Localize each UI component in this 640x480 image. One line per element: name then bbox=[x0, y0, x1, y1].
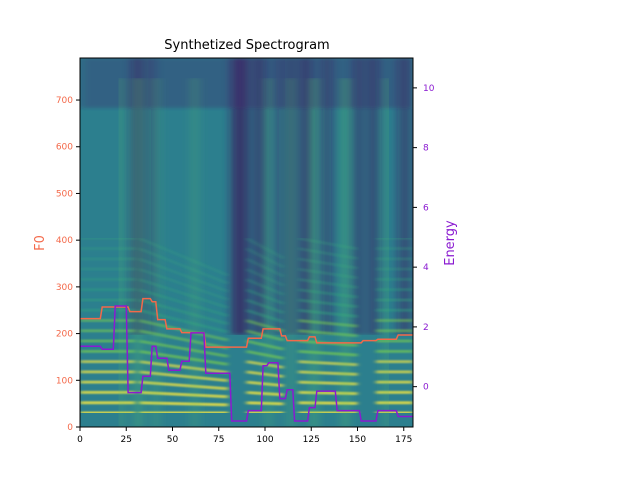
harmonic-band bbox=[245, 236, 285, 260]
f0-tick-label: 500 bbox=[56, 189, 73, 199]
harmonic-band bbox=[246, 370, 284, 379]
harmonic-band bbox=[246, 298, 284, 315]
harmonic-band bbox=[246, 390, 284, 397]
x-tick-label: 0 bbox=[77, 435, 83, 445]
spectrogram-vertical-streaks bbox=[118, 78, 389, 427]
energy-tick-label: 2 bbox=[423, 323, 429, 333]
dark-column bbox=[253, 58, 265, 335]
bright-streak bbox=[266, 78, 271, 427]
f0-axis: 0 100 200 300 400 500 600 700 bbox=[56, 96, 80, 433]
series-layer bbox=[80, 297, 413, 422]
dark-column bbox=[231, 58, 249, 335]
x-tick-label: 150 bbox=[349, 435, 366, 445]
harmonic-band bbox=[245, 288, 285, 306]
energy-tick-label: 4 bbox=[423, 263, 429, 273]
dark-column bbox=[300, 58, 312, 335]
harmonic-band bbox=[298, 380, 358, 386]
f0-tick-label: 0 bbox=[67, 423, 73, 433]
bright-streak bbox=[154, 78, 158, 427]
bright-streak bbox=[342, 78, 349, 427]
chart-title: Synthetized Spectrogram bbox=[164, 38, 329, 53]
bright-streak bbox=[289, 78, 293, 427]
plot-frame bbox=[79, 57, 414, 428]
harmonic-band bbox=[246, 339, 284, 351]
bright-streak bbox=[135, 78, 142, 427]
dark-column bbox=[368, 58, 378, 335]
f0-tick-label: 300 bbox=[56, 283, 73, 293]
f0-tick-label: 600 bbox=[56, 143, 73, 153]
dark-top-band bbox=[80, 58, 413, 108]
energy-series-line bbox=[80, 305, 413, 422]
x-tick-label: 175 bbox=[395, 435, 412, 445]
f0-tick-label: 200 bbox=[56, 330, 73, 340]
harmonic-band bbox=[246, 329, 284, 342]
energy-tick-label: 6 bbox=[423, 203, 429, 213]
x-axis: 0 25 50 75 100 125 150 175 bbox=[77, 427, 412, 445]
dark-column bbox=[148, 58, 154, 335]
bright-streak bbox=[192, 78, 197, 427]
harmonic-band bbox=[246, 360, 284, 369]
dark-column bbox=[276, 58, 282, 335]
energy-axis-label: Energy bbox=[443, 220, 458, 266]
harmonic-band bbox=[245, 247, 285, 269]
dark-column bbox=[398, 58, 412, 335]
x-tick-label: 75 bbox=[213, 435, 224, 445]
harmonic-band bbox=[246, 308, 284, 324]
harmonic-band bbox=[246, 380, 284, 388]
harmonic-band bbox=[245, 257, 285, 278]
spectrogram-heatmap bbox=[80, 58, 413, 427]
bright-streak bbox=[118, 78, 123, 427]
f0-axis-label: F0 bbox=[33, 235, 48, 251]
dark-column bbox=[353, 58, 364, 335]
harmonic-band bbox=[246, 401, 284, 406]
f0-tick-label: 400 bbox=[56, 236, 73, 246]
harmonic-band bbox=[245, 278, 285, 296]
energy-tick-label: 0 bbox=[423, 383, 429, 393]
x-tick-label: 125 bbox=[303, 435, 320, 445]
bright-streak bbox=[385, 78, 389, 427]
harmonic-band bbox=[298, 390, 358, 396]
f0-tick-label: 700 bbox=[56, 96, 73, 106]
bright-streak bbox=[311, 78, 317, 427]
x-tick-label: 25 bbox=[121, 435, 132, 445]
energy-tick-label: 10 bbox=[423, 84, 435, 94]
energy-axis: 0 2 4 6 8 10 bbox=[413, 84, 435, 393]
f0-tick-label: 100 bbox=[56, 376, 73, 386]
harmonic-band bbox=[246, 349, 284, 360]
x-tick-label: 50 bbox=[167, 435, 179, 445]
harmonic-band bbox=[298, 401, 358, 405]
harmonic-band bbox=[245, 267, 285, 287]
x-tick-label: 100 bbox=[256, 435, 273, 445]
energy-tick-label: 8 bbox=[423, 144, 429, 154]
dark-column bbox=[322, 58, 332, 335]
f0-series-line bbox=[80, 297, 413, 348]
